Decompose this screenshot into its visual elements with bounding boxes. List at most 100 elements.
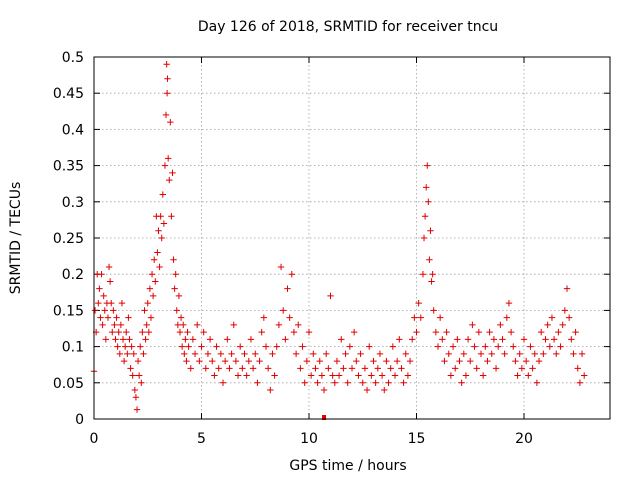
data-point [211, 372, 218, 379]
data-point [120, 357, 128, 365]
data-point [570, 350, 577, 358]
data-point [105, 263, 113, 271]
data-point [460, 350, 467, 358]
data-point [546, 343, 553, 350]
data-point [139, 328, 146, 336]
data-point [312, 365, 319, 372]
data-point [288, 271, 295, 278]
data-point [486, 328, 493, 336]
data-point [520, 336, 528, 343]
data-point [292, 350, 300, 358]
data-point [141, 307, 148, 314]
data-point [415, 299, 422, 307]
data-point [145, 328, 153, 336]
data-point [327, 292, 334, 300]
data-point [420, 234, 428, 242]
data-point [398, 365, 405, 372]
data-point [540, 350, 547, 358]
data-point [100, 292, 107, 300]
data-point [488, 350, 495, 358]
data-point [417, 314, 424, 321]
data-point [221, 357, 229, 365]
x-tick-labels: 0 5 10 15 20 [90, 431, 533, 447]
data-point [505, 299, 513, 307]
data-point [102, 336, 110, 343]
data-point [162, 111, 170, 119]
data-point [96, 285, 103, 292]
y-tick-label: 0 [75, 412, 84, 428]
data-point [104, 314, 112, 321]
y-tick-label: 0.25 [53, 231, 84, 247]
data-point [340, 365, 347, 372]
data-point [213, 343, 220, 350]
data-point [155, 227, 162, 234]
data-point [393, 357, 401, 365]
data-point [376, 350, 384, 358]
data-point [413, 328, 420, 336]
data-point [159, 191, 166, 198]
data-point [391, 372, 399, 379]
data-point [355, 372, 362, 379]
data-point [348, 365, 356, 372]
data-point [510, 343, 517, 350]
data-point [385, 379, 392, 386]
data-point [284, 285, 291, 292]
data-point [572, 328, 579, 336]
data-point [164, 155, 172, 162]
data-point [497, 321, 504, 329]
data-point [258, 328, 265, 336]
y-tick-label: 0.05 [53, 376, 84, 392]
data-point [303, 357, 311, 365]
data-point [424, 162, 431, 169]
data-point [372, 379, 379, 386]
data-point [316, 357, 323, 365]
data-point [252, 350, 259, 358]
data-point [91, 307, 99, 314]
data-point [501, 350, 508, 358]
data-point [133, 406, 141, 413]
data-point [331, 379, 338, 386]
data-point [305, 328, 313, 336]
data-point [535, 357, 543, 365]
data-point [529, 365, 536, 372]
data-point [490, 336, 498, 343]
data-point [427, 227, 434, 234]
data-point [97, 314, 104, 321]
data-point [374, 365, 381, 372]
data-point [550, 336, 558, 343]
data-point [467, 357, 474, 365]
data-point [425, 198, 432, 205]
data-point [447, 372, 455, 379]
data-point [98, 271, 105, 278]
data-point [404, 372, 412, 379]
data-point [157, 213, 164, 220]
data-point [439, 336, 446, 343]
data-point [215, 365, 222, 372]
data-point [181, 350, 188, 358]
data-point [426, 256, 433, 263]
data-point [381, 386, 388, 394]
y-tick-label: 0.35 [53, 159, 84, 175]
data-point [359, 379, 366, 386]
data-point [114, 343, 121, 350]
data-point [299, 343, 306, 350]
data-point [574, 365, 581, 372]
data-point [477, 350, 485, 358]
data-point [419, 271, 427, 278]
data-point [241, 350, 248, 358]
data-point [402, 350, 409, 358]
data-point [118, 299, 126, 307]
data-point [282, 336, 289, 343]
data-point [161, 162, 169, 169]
data-point [260, 314, 268, 321]
data-point [130, 350, 137, 358]
data-point [237, 343, 244, 350]
data-point [429, 271, 436, 278]
data-point [117, 321, 125, 329]
data-point [443, 328, 450, 336]
data-point [129, 372, 136, 379]
data-point [164, 75, 171, 82]
data-point [119, 336, 127, 343]
data-point [267, 386, 274, 394]
data-point [163, 61, 170, 68]
